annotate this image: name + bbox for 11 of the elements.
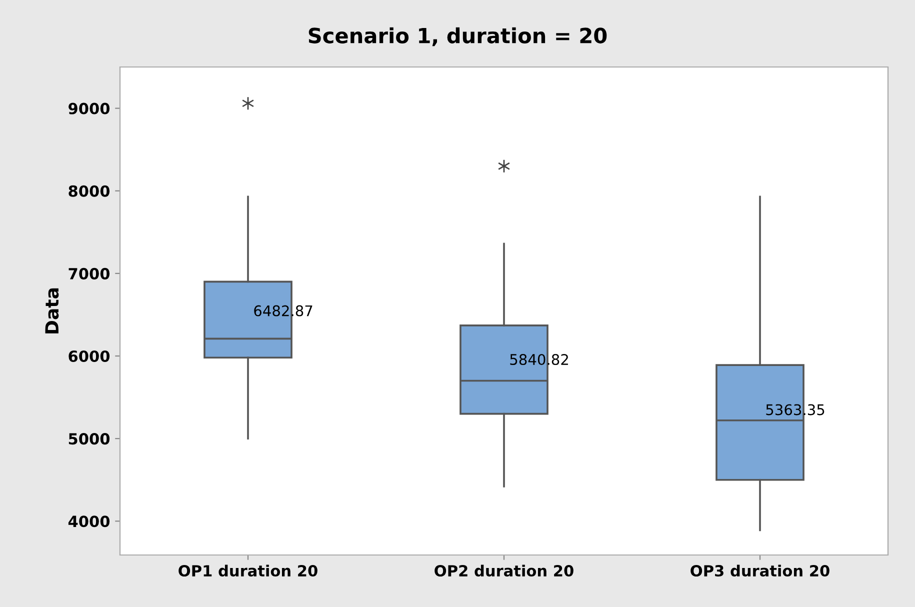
x-tick-label: OP1 duration 20 [178,564,318,577]
y-tick-label: 8000 [68,185,110,197]
y-tick-label: 6000 [68,350,110,362]
chart-title: Scenario 1, duration = 20 [308,27,607,46]
y-axis-title: Data [45,288,59,334]
x-tick-label: OP3 duration 20 [690,564,830,577]
y-tick-label: 7000 [68,268,110,280]
y-tick-label: 4000 [68,516,110,528]
y-tick-label: 5000 [68,433,110,445]
y-tick-label: 9000 [68,102,110,114]
x-tick-label: OP2 duration 20 [434,564,574,577]
